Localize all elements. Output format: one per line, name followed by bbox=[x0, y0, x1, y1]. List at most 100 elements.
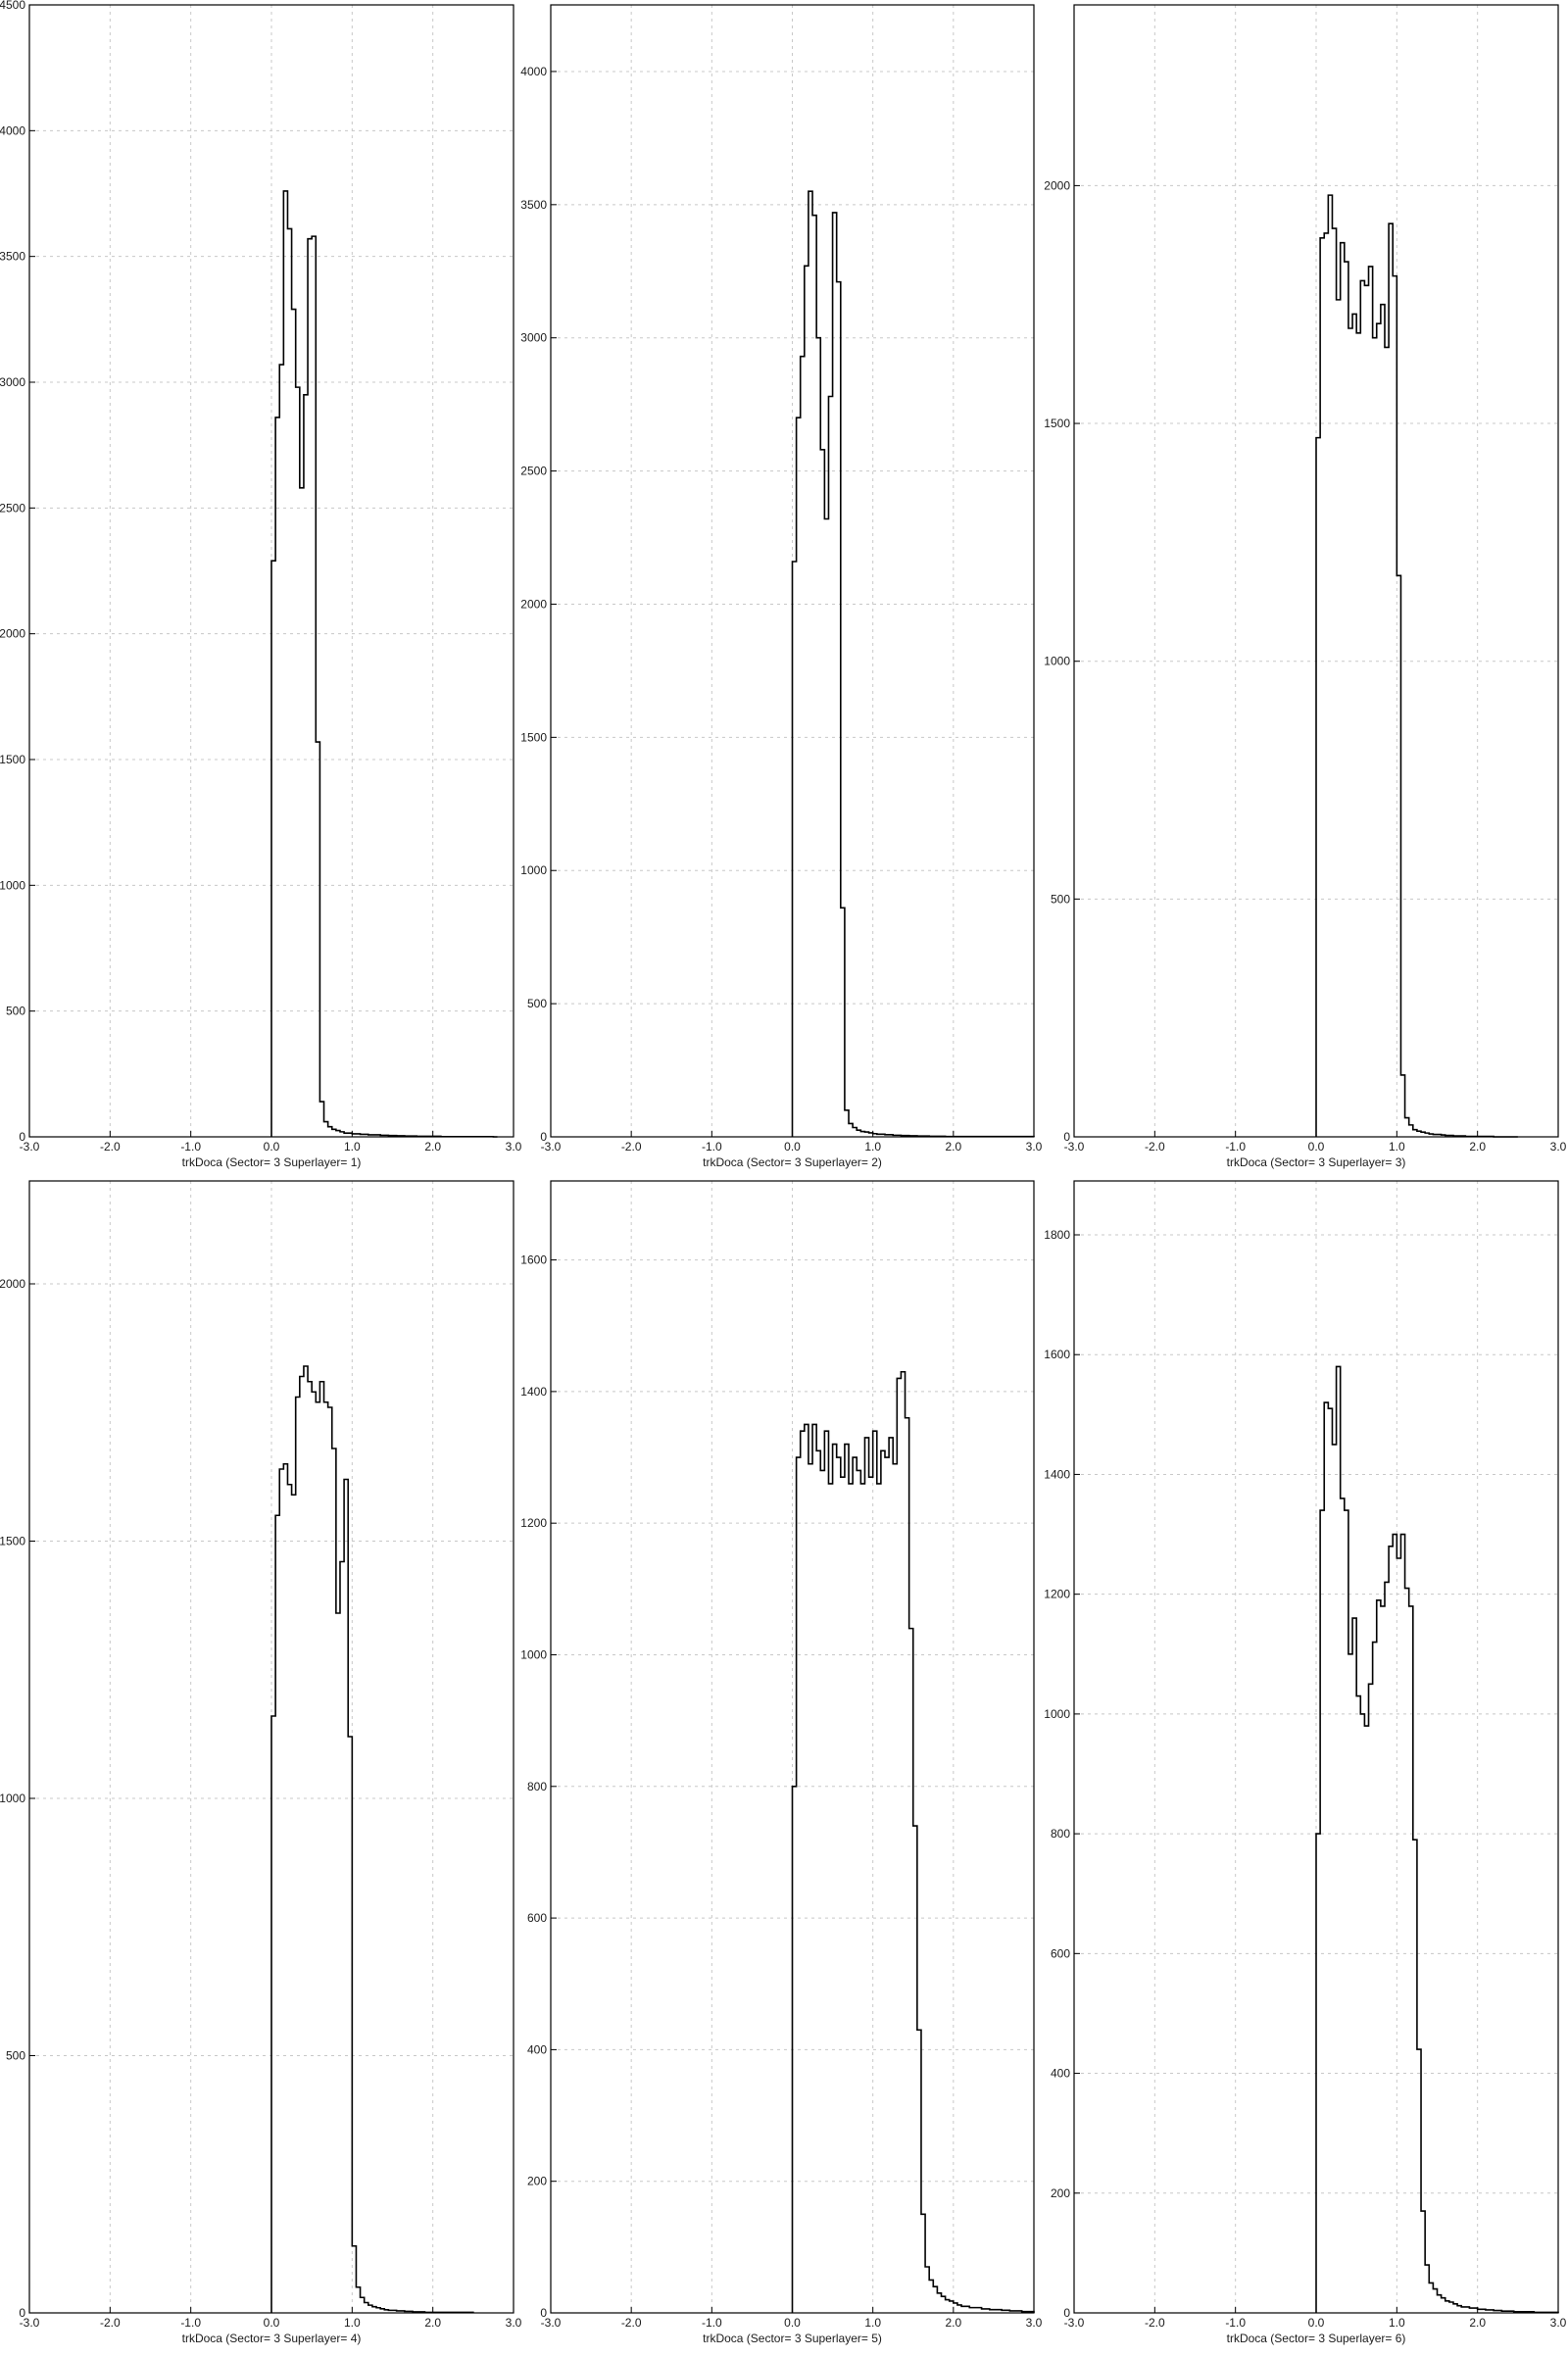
histogram-series bbox=[1315, 194, 1518, 1138]
histogram-series bbox=[791, 190, 1035, 1138]
y-tick-label: 200 bbox=[527, 2175, 547, 2188]
y-tick-label: 1500 bbox=[0, 1535, 25, 1548]
y-tick-label: 1500 bbox=[0, 753, 25, 766]
y-tick-label: 2000 bbox=[1044, 178, 1070, 192]
y-tick-label: 1200 bbox=[1044, 1588, 1070, 1601]
x-tick-label: -3.0 bbox=[20, 1140, 40, 1154]
y-tick-label: 1000 bbox=[1044, 1707, 1070, 1721]
histogram-panel-3: 0 500 1000 1500 2000 -3.0 -2.0 -1.0 0.0 1.0 2.0 3.0… bbox=[1044, 4, 1567, 1169]
y-tick-label: 0 bbox=[540, 2306, 547, 2320]
y-tick-label: 400 bbox=[1051, 2067, 1070, 2081]
x-tick-label: 2.0 bbox=[945, 2316, 961, 2330]
y-tick-label: 3500 bbox=[520, 198, 547, 212]
x-tick-label: -3.0 bbox=[1064, 1140, 1085, 1154]
y-tick-label: 600 bbox=[1051, 1946, 1070, 1960]
x-tick-label: 2.0 bbox=[1469, 2316, 1486, 2330]
y-tick-label: 1000 bbox=[0, 878, 25, 892]
x-tick-label: 3.0 bbox=[1026, 1140, 1043, 1154]
x-tick-label: 2.0 bbox=[424, 1140, 441, 1154]
x-tick-label: 0.0 bbox=[784, 2316, 801, 2330]
x-tick-label: 2.0 bbox=[424, 2316, 441, 2330]
y-tick-label: 1000 bbox=[520, 863, 547, 877]
x-tick-label: -2.0 bbox=[1145, 2316, 1165, 2330]
x-tick-label: -2.0 bbox=[621, 1140, 642, 1154]
x-tick-label: 1.0 bbox=[864, 1140, 881, 1154]
y-tick-label: 0 bbox=[19, 1130, 25, 1144]
y-tick-label: 4500 bbox=[0, 0, 25, 12]
x-tick-label: 3.0 bbox=[506, 2316, 522, 2330]
y-tick-label: 1800 bbox=[1044, 1228, 1070, 1242]
x-tick-label: -3.0 bbox=[541, 1140, 562, 1154]
y-tick-label: 0 bbox=[1063, 1130, 1070, 1144]
y-tick-label: 0 bbox=[540, 1130, 547, 1144]
y-tick-label: 500 bbox=[6, 2049, 25, 2063]
y-tick-label: 3000 bbox=[0, 375, 25, 389]
y-tick-label: 400 bbox=[527, 2042, 547, 2056]
y-tick-label: 1000 bbox=[0, 1792, 25, 1805]
x-tick-label: 1.0 bbox=[1389, 2316, 1405, 2330]
y-tick-label: 800 bbox=[1051, 1827, 1070, 1841]
x-tick-label: -1.0 bbox=[702, 2316, 722, 2330]
x-tick-label: 1.0 bbox=[344, 1140, 361, 1154]
y-tick-label: 2000 bbox=[0, 1277, 25, 1291]
x-tick-label: -3.0 bbox=[20, 2316, 40, 2330]
x-tick-label: -2.0 bbox=[1145, 1140, 1165, 1154]
x-axis-label: trkDoca (Sector= 3 Superlayer= 4) bbox=[182, 2332, 362, 2345]
x-tick-label: 0.0 bbox=[1308, 1140, 1325, 1154]
x-tick-label: 1.0 bbox=[344, 2316, 361, 2330]
y-tick-label: 1200 bbox=[520, 1516, 547, 1530]
histogram-series bbox=[1315, 1365, 1559, 2314]
x-axis-label: trkDoca (Sector= 3 Superlayer= 5) bbox=[703, 2332, 882, 2345]
x-tick-label: -2.0 bbox=[621, 2316, 642, 2330]
x-tick-label: 2.0 bbox=[1469, 1140, 1486, 1154]
histogram-panel-5: 0 200 400 600 800 1000 1200 1400 1600 -3.0 -2.0 -1.… bbox=[520, 1180, 1043, 2345]
y-tick-label: 2000 bbox=[0, 627, 25, 641]
y-tick-label: 1600 bbox=[520, 1253, 547, 1267]
y-tick-label: 600 bbox=[527, 1911, 547, 1925]
histogram-panel-1: 0 500 1000 1500 2000 2500 3000 3500 4000 4500 -3.0… bbox=[0, 0, 522, 1169]
y-tick-label: 200 bbox=[1051, 2186, 1070, 2200]
x-tick-label: -3.0 bbox=[541, 2316, 562, 2330]
y-tick-label: 3000 bbox=[520, 331, 547, 345]
y-tick-label: 1000 bbox=[1044, 655, 1070, 668]
histogram-series bbox=[270, 190, 498, 1138]
y-tick-label: 1400 bbox=[1044, 1467, 1070, 1481]
x-tick-label: 3.0 bbox=[506, 1140, 522, 1154]
y-tick-label: 500 bbox=[1051, 892, 1070, 906]
y-tick-label: 1000 bbox=[520, 1647, 547, 1661]
y-tick-label: 4000 bbox=[520, 65, 547, 78]
x-tick-label: 0.0 bbox=[1308, 2316, 1325, 2330]
x-tick-label: -2.0 bbox=[100, 1140, 121, 1154]
histogram-panel-2: 0 500 1000 1500 2000 2500 3000 3500 4000 -3.0 -2.0… bbox=[520, 4, 1043, 1169]
x-tick-label: 0.0 bbox=[784, 1140, 801, 1154]
histogram-panel-4: 0 500 1000 1500 2000 -3.0 -2.0 -1.0 0.0 1.0 2.0 3.0… bbox=[0, 1180, 522, 2345]
x-tick-label: 0.0 bbox=[264, 1140, 280, 1154]
x-tick-label: 0.0 bbox=[264, 2316, 280, 2330]
histogram-series bbox=[791, 1370, 1035, 2313]
x-tick-label: -3.0 bbox=[1064, 2316, 1085, 2330]
x-tick-label: 3.0 bbox=[1026, 2316, 1043, 2330]
x-tick-label: 2.0 bbox=[945, 1140, 961, 1154]
x-tick-label: -1.0 bbox=[180, 1140, 201, 1154]
histogram-series bbox=[270, 1365, 474, 2314]
y-tick-label: 2000 bbox=[520, 597, 547, 611]
x-tick-label: 1.0 bbox=[864, 2316, 881, 2330]
histogram-panel-6: 0 200 400 600 800 1000 1200 1400 1600 1800 -3.0 -2.… bbox=[1044, 1180, 1567, 2345]
x-tick-label: 3.0 bbox=[1550, 1140, 1567, 1154]
x-tick-label: 1.0 bbox=[1389, 1140, 1405, 1154]
y-tick-label: 500 bbox=[6, 1005, 25, 1018]
x-tick-label: -1.0 bbox=[1225, 1140, 1246, 1154]
y-tick-label: 1600 bbox=[1044, 1348, 1070, 1361]
y-tick-label: 800 bbox=[527, 1780, 547, 1793]
x-axis-label: trkDoca (Sector= 3 Superlayer= 3) bbox=[1227, 1155, 1406, 1169]
y-tick-label: 1500 bbox=[1044, 417, 1070, 430]
x-tick-label: 3.0 bbox=[1550, 2316, 1567, 2330]
y-tick-label: 1500 bbox=[520, 730, 547, 744]
y-tick-label: 500 bbox=[527, 997, 547, 1010]
x-axis-label: trkDoca (Sector= 3 Superlayer= 1) bbox=[182, 1155, 362, 1169]
y-tick-label: 0 bbox=[1063, 2306, 1070, 2320]
y-tick-label: 2500 bbox=[0, 501, 25, 515]
y-tick-label: 1400 bbox=[520, 1385, 547, 1399]
